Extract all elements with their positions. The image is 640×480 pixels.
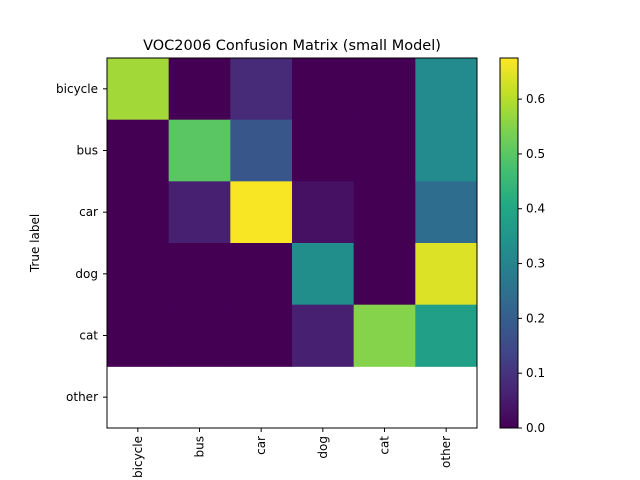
heatmap-cell [107,119,170,182]
colorbar-gradient [499,57,519,429]
heatmap-cell [107,181,170,244]
heatmap-cell [168,58,231,121]
heatmap-cell [168,243,231,306]
y-tick-label: bus [77,144,98,158]
heatmap-cell [353,181,416,244]
colorbar-tick-label: 0.6 [526,92,545,106]
heatmap-cell [415,119,478,182]
heatmap-cell [292,119,355,182]
heatmap-cell [292,304,355,367]
colorbar-tick-label: 0.5 [526,147,545,161]
x-tick-label: cat [378,436,392,455]
x-tick-label: bicycle [131,436,145,478]
heatmap-cell [415,58,478,121]
heatmap-cell [353,119,416,182]
heatmap-cell [415,243,478,306]
colorbar-tick-label: 0.2 [526,311,545,325]
x-axis-ticks: bicycle bus car dog cat other [131,428,453,478]
chart-title: VOC2006 Confusion Matrix (small Model) [143,38,441,54]
heatmap-cell [107,58,170,121]
heatmap-cell [353,304,416,367]
heatmap-cell [292,243,355,306]
heatmap-cell [230,304,293,367]
heatmap-cells [106,57,478,429]
plot-frame [106,57,478,429]
heatmap-cell [230,181,293,244]
heatmap-cell [292,58,355,121]
colorbar-tick-label: 0.4 [526,202,545,216]
heatmap-cell [107,304,170,367]
heatmap-cell [292,181,355,244]
y-tick-label: dog [75,267,98,281]
x-tick-label: car [254,436,268,455]
colorbar-tick-label: 0.0 [526,421,545,435]
x-tick-label: bus [193,436,207,457]
heatmap-cell [230,243,293,306]
heatmap-cell [168,119,231,182]
colorbar-tick-label: 0.3 [526,257,545,271]
heatmap-cell [107,243,170,306]
colorbar: 0.0 0.1 0.2 0.3 0.4 0.5 0.6 [499,57,545,435]
heatmap-cell [230,119,293,182]
heatmap-cell [415,304,478,367]
y-tick-label: bicycle [56,82,98,96]
heatmap-cell [168,181,231,244]
heatmap-cell [168,304,231,367]
x-tick-label: other [439,436,453,468]
y-tick-label: cat [79,329,98,343]
y-tick-label: other [66,390,98,404]
y-tick-label: car [79,205,98,219]
heatmap-cell [353,243,416,306]
colorbar-tick-label: 0.1 [526,366,545,380]
heatmap-cell [415,181,478,244]
heatmap-cell [353,58,416,121]
y-axis-ticks: bicycle bus car dog cat other [56,82,107,404]
x-tick-label: dog [316,436,330,459]
heatmap-cell [230,58,293,121]
y-axis-label: True label [28,214,42,273]
